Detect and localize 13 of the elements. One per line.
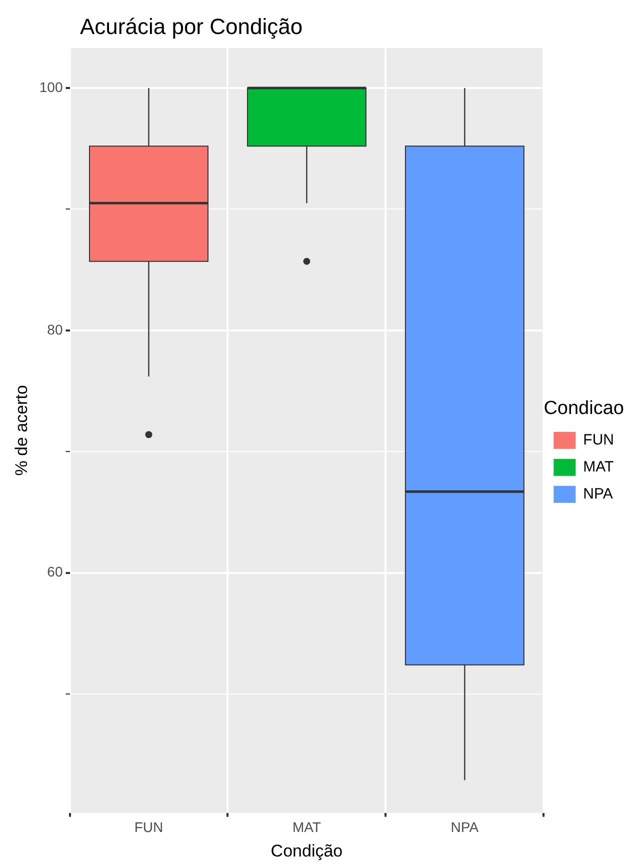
x-tick-label: NPA bbox=[450, 819, 480, 836]
x-tick-label: MAT bbox=[292, 819, 322, 836]
x-tick-label: FUN bbox=[134, 819, 164, 836]
legend-label: NPA bbox=[583, 486, 613, 503]
y-axis-title: % de acerto bbox=[12, 385, 31, 476]
x-axis-title: Condição bbox=[270, 841, 343, 860]
legend-label: FUN bbox=[583, 432, 614, 449]
y-tick-label: 100 bbox=[39, 78, 63, 95]
y-tick-label: 80 bbox=[47, 321, 63, 338]
chart-title: Acurácia por Condição bbox=[80, 14, 303, 40]
legend-label: MAT bbox=[583, 458, 614, 476]
legend-title: Condicao bbox=[544, 398, 624, 419]
y-tick-label: 60 bbox=[47, 564, 63, 580]
